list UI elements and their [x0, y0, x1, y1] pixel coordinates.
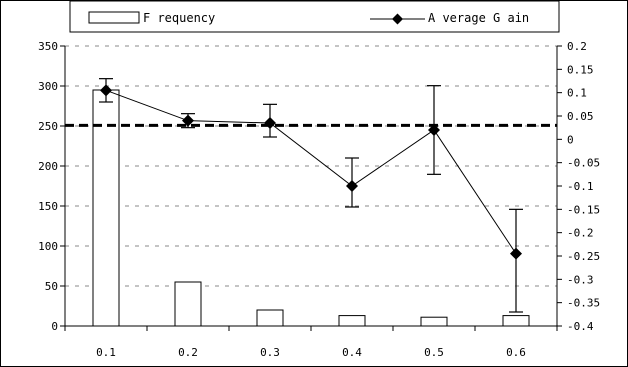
- frequency-bar: [256, 309, 284, 327]
- right-tick-label: 0.15: [567, 63, 594, 76]
- average-gain-point: [510, 247, 522, 260]
- left-tick-label: 0: [51, 320, 58, 333]
- frequency-bar: [338, 315, 366, 327]
- x-tick-label: 0.2: [178, 346, 198, 359]
- right-tick-label: -0.1: [567, 180, 594, 193]
- right-tick-label: -0.3: [567, 273, 594, 286]
- x-tick-label: 0.3: [260, 346, 280, 359]
- right-tick-label: 0.05: [567, 110, 594, 123]
- left-tick-label: 50: [45, 280, 58, 293]
- right-tick-label: -0.15: [567, 203, 600, 216]
- right-tick-label: -0.25: [567, 250, 600, 263]
- frequency-bar: [420, 316, 448, 327]
- right-axis-ticks: 0.2 0.15 0.1 0.05 0 -0.05 -0.1 -0.15 -0.2 -0.25 -0…: [557, 40, 600, 333]
- left-tick-label: 250: [38, 120, 58, 133]
- frequency-bars: [92, 89, 530, 327]
- left-axis-ticks: 0 50 100 150 200 250 300 350: [38, 40, 65, 333]
- frequency-bar: [174, 281, 202, 327]
- left-tick-label: 200: [38, 160, 58, 173]
- average-gain-point: [346, 180, 358, 192]
- average-gain-point: [428, 124, 440, 136]
- left-tick-label: 150: [38, 200, 58, 213]
- gridlines: [65, 45, 557, 287]
- right-tick-label: 0: [567, 133, 574, 146]
- right-tick-label: -0.2: [567, 227, 594, 240]
- right-tick-label: -0.35: [567, 297, 600, 310]
- legend: F requency A verage G ain: [69, 0, 560, 33]
- legend-box: [69, 0, 560, 33]
- right-tick-label: -0.4: [567, 320, 594, 333]
- right-tick-label: -0.05: [567, 157, 600, 170]
- average-gain-point: [264, 117, 276, 129]
- average-gain-point: [100, 84, 112, 97]
- average-gain-series: [99, 78, 523, 313]
- legend-bar-swatch: [88, 11, 140, 24]
- x-tick-label: 0.1: [96, 346, 116, 359]
- right-tick-label: 0.2: [567, 40, 587, 53]
- x-tick-label: 0.4: [342, 346, 362, 359]
- average-gain-point: [182, 114, 194, 127]
- left-tick-label: 350: [38, 40, 58, 53]
- legend-diamond-icon: [392, 13, 403, 25]
- legend-average-gain-label: A verage G ain: [428, 11, 529, 25]
- x-axis-ticks: 0.1 0.2 0.3 0.4 0.5 0.6: [64, 326, 558, 359]
- left-tick-label: 300: [38, 80, 58, 93]
- average-gain-line: [105, 89, 517, 254]
- frequency-bar: [502, 315, 530, 327]
- left-tick-label: 100: [38, 240, 58, 253]
- x-tick-label: 0.6: [506, 346, 526, 359]
- right-tick-label: 0.1: [567, 87, 587, 100]
- x-tick-label: 0.5: [424, 346, 444, 359]
- legend-frequency-label: F requency: [143, 11, 215, 25]
